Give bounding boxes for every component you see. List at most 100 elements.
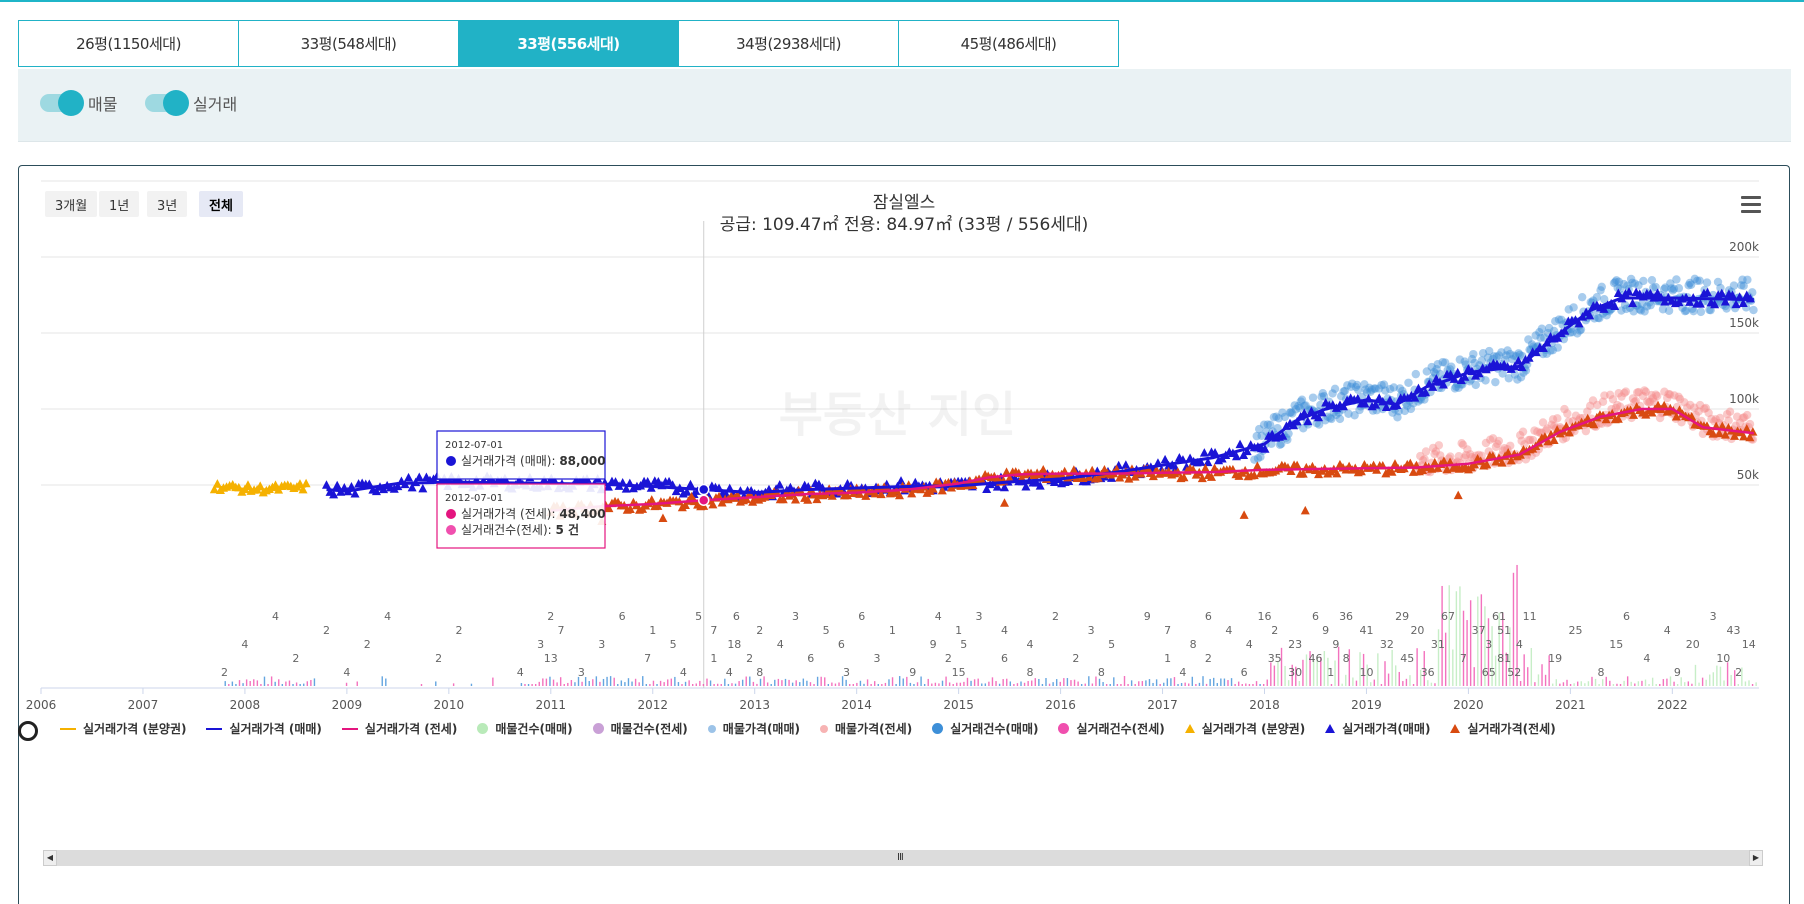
legend-item[interactable]: 실거래가격 (분양권) (1184, 720, 1305, 737)
count-bar (1366, 664, 1368, 686)
count-label: 2 (364, 638, 371, 651)
count-bar (1541, 664, 1543, 686)
sale-listing-dot (1406, 404, 1416, 414)
count-bar (824, 677, 826, 686)
count-bar (1091, 683, 1094, 686)
legend-item[interactable]: 실거래가격 (전세) (341, 720, 457, 737)
sale-listing-dot (1537, 324, 1547, 333)
range-3y-button[interactable]: 3년 (147, 191, 188, 217)
sale-listing-dot (1470, 358, 1479, 368)
range-1y-button[interactable]: 1년 (99, 191, 140, 217)
count-bar (898, 676, 901, 686)
listing-switch[interactable] (40, 90, 84, 116)
legend-line-icon (206, 727, 223, 730)
count-bar (941, 680, 944, 686)
count-bar (602, 678, 605, 686)
count-bar (577, 676, 580, 686)
range-3m-button[interactable]: 3개월 (45, 191, 98, 217)
chart-menu-icon[interactable] (1741, 196, 1761, 217)
jeonse-deal-marker (1549, 435, 1559, 444)
jeonse-deal-marker (1742, 424, 1752, 433)
jeonse-listing-dot (1613, 400, 1622, 410)
count-bar (734, 683, 737, 686)
count-label: 6 (1001, 652, 1008, 665)
sale-deal-marker (1210, 448, 1220, 457)
listing-toggle[interactable]: 매물 (40, 90, 117, 116)
count-bar (1352, 677, 1354, 686)
count-label: 1 (955, 624, 962, 637)
sale-listing-dot (1355, 405, 1364, 415)
sale-listing-dot (1429, 367, 1439, 377)
sale-listing-dot (1553, 343, 1562, 352)
count-bar (1287, 680, 1290, 686)
legend-item[interactable]: 실거래건수(전세) (1058, 720, 1165, 737)
tab-33-548[interactable]: 33평(548세대) (238, 20, 459, 67)
count-bar (1273, 665, 1276, 686)
tab-45[interactable]: 45평(486세대) (898, 20, 1119, 67)
scroll-grip[interactable]: III (897, 852, 904, 863)
x-tick-label: 2006 (26, 698, 57, 712)
count-bar (973, 679, 976, 686)
legend-item[interactable]: 매물가격(전세) (820, 720, 912, 737)
legend-item[interactable]: 실거래가격(전세) (1450, 720, 1556, 737)
sale-deal-marker (414, 472, 424, 482)
legend-item[interactable]: 매물건수(매매) (477, 720, 573, 737)
count-bar (1687, 681, 1690, 686)
count-bar (1341, 683, 1343, 686)
jeonse-listing-dot (1685, 400, 1695, 410)
jeonse-listing-dot (1617, 392, 1626, 401)
deal-switch[interactable] (145, 90, 189, 116)
count-bar (1637, 681, 1640, 686)
deal-toggle[interactable]: 실거래 (145, 90, 237, 116)
help-icon[interactable] (18, 721, 38, 741)
jeonse-deal-marker (1506, 455, 1516, 465)
sale-listing-dot (1623, 281, 1632, 290)
count-bar (906, 676, 908, 686)
legend-item[interactable]: 실거래건수(매매) (932, 720, 1038, 737)
tab-33-556[interactable]: 33평(556세대) (458, 20, 679, 67)
count-bar (1230, 678, 1233, 686)
count-label: 2 (456, 624, 463, 637)
sale-deal-marker (1585, 310, 1595, 320)
range-all-button[interactable]: 전체 (199, 191, 243, 217)
count-label: 2 (1205, 652, 1212, 665)
count-bar (1534, 682, 1536, 686)
x-tick-label: 2022 (1657, 698, 1688, 712)
count-bar (1330, 684, 1333, 686)
sale-listing-dot (1695, 276, 1704, 285)
legend-item[interactable]: 매물가격(매매) (707, 720, 800, 737)
sale-listing-dot (1299, 424, 1308, 433)
scroll-right-arrow[interactable]: ▶ (1749, 850, 1763, 866)
jeonse-deal-marker (1730, 431, 1740, 440)
jeonse-deal-marker (1671, 411, 1681, 421)
count-bar (677, 682, 680, 686)
count-bar (1737, 684, 1739, 686)
count-bar (684, 681, 687, 686)
scroll-left-arrow[interactable]: ◀ (43, 850, 57, 866)
legend-item[interactable]: 실거래가격 (분양권) (60, 720, 186, 737)
tab-26[interactable]: 26평(1150세대) (18, 20, 239, 67)
legend-item[interactable]: 실거래가격 (매매) (206, 720, 322, 737)
count-bar (1127, 684, 1129, 686)
sale-listing-dot (1696, 307, 1706, 317)
jeonse-listing-dot (1653, 391, 1662, 401)
jeonse-listing-dot (1431, 447, 1441, 456)
count-bar (1673, 681, 1675, 686)
sale-listing-dot (1379, 380, 1389, 389)
count-bar (745, 676, 747, 686)
sale-listing-dot (1277, 439, 1286, 449)
sale-listing-dot (1411, 369, 1421, 379)
jeonse-listing-dot (1467, 453, 1476, 462)
sale-deal-marker (1199, 448, 1209, 457)
chart-scrollbar[interactable]: ◀ III ▶ (43, 850, 1763, 866)
count-bar (1587, 681, 1590, 686)
sale-listing-dot (1291, 405, 1301, 414)
jeonse-listing-dot (1588, 396, 1598, 405)
sale-deal-marker (1738, 298, 1748, 307)
count-label: 1 (710, 652, 717, 665)
sale-listing-dot (1250, 455, 1259, 464)
legend-item[interactable]: 매물건수(전세) (592, 720, 688, 737)
tab-34[interactable]: 34평(2938세대) (678, 20, 899, 67)
legend-item[interactable]: 실거래가격(매매) (1325, 720, 1430, 737)
